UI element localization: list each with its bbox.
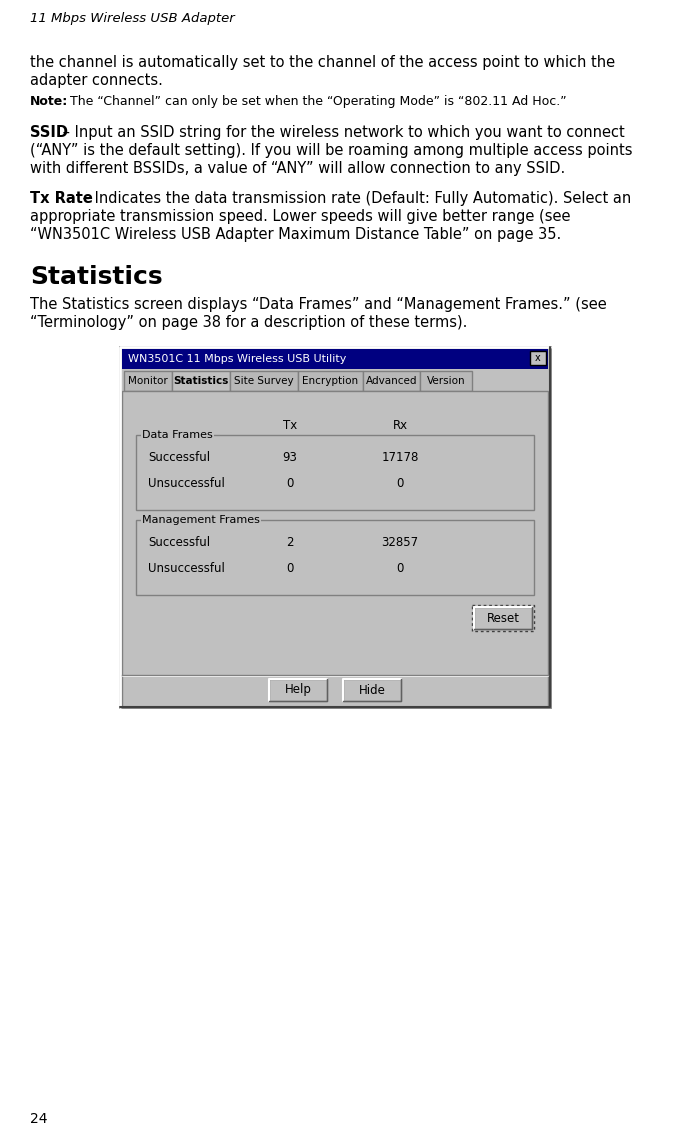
- Text: (“ANY” is the default setting). If you will be roaming among multiple access poi: (“ANY” is the default setting). If you w…: [30, 143, 632, 158]
- Bar: [120, 347, 550, 707]
- Text: – Indicates the data transmission rate (Default: Fully Automatic). Select an: – Indicates the data transmission rate (…: [78, 191, 632, 206]
- Text: adapter connects.: adapter connects.: [30, 74, 163, 88]
- Text: “Terminology” on page 38 for a description of these terms).: “Terminology” on page 38 for a descripti…: [30, 316, 467, 330]
- Text: “WN3501C Wireless USB Adapter Maximum Distance Table” on page 35.: “WN3501C Wireless USB Adapter Maximum Di…: [30, 227, 561, 242]
- Bar: [172, 371, 230, 391]
- Text: the channel is automatically set to the channel of the access point to which the: the channel is automatically set to the …: [30, 55, 615, 70]
- Text: Successful: Successful: [148, 451, 210, 464]
- Text: Unsuccessful: Unsuccessful: [148, 562, 225, 575]
- Text: 0: 0: [286, 477, 294, 490]
- Text: 11 Mbps Wireless USB Adapter: 11 Mbps Wireless USB Adapter: [30, 12, 235, 25]
- Text: SSID: SSID: [30, 126, 68, 140]
- Text: The Statistics screen displays “Data Frames” and “Management Frames.” (see: The Statistics screen displays “Data Fra…: [30, 297, 607, 312]
- Text: Encryption: Encryption: [303, 375, 358, 386]
- Text: 0: 0: [397, 477, 403, 490]
- Bar: [122, 391, 548, 707]
- Text: Site Survey: Site Survey: [234, 375, 294, 386]
- Text: 0: 0: [286, 562, 294, 575]
- Bar: [230, 371, 298, 391]
- Text: Hide: Hide: [358, 683, 386, 697]
- Text: Advanced: Advanced: [366, 375, 417, 386]
- Text: Rx: Rx: [393, 418, 408, 432]
- Text: Unsuccessful: Unsuccessful: [148, 477, 225, 490]
- Text: Help: Help: [284, 683, 312, 697]
- Text: WN3501C 11 Mbps Wireless USB Utility: WN3501C 11 Mbps Wireless USB Utility: [128, 354, 347, 364]
- Bar: [136, 520, 534, 595]
- Bar: [124, 371, 172, 391]
- Text: Statistics: Statistics: [173, 375, 229, 386]
- Text: – Input an SSID string for the wireless network to which you want to connect: – Input an SSID string for the wireless …: [58, 126, 625, 140]
- Text: Version: Version: [427, 375, 465, 386]
- Text: 24: 24: [30, 1112, 47, 1126]
- Text: Monitor: Monitor: [128, 375, 168, 386]
- Text: Statistics: Statistics: [30, 265, 162, 290]
- Bar: [343, 679, 401, 701]
- Bar: [298, 371, 363, 391]
- Text: Data Frames: Data Frames: [142, 430, 213, 440]
- Bar: [530, 351, 546, 365]
- Text: Successful: Successful: [148, 536, 210, 549]
- Text: 17178: 17178: [382, 451, 419, 464]
- Text: appropriate transmission speed. Lower speeds will give better range (see: appropriate transmission speed. Lower sp…: [30, 209, 571, 224]
- Bar: [472, 605, 534, 631]
- Text: with different BSSIDs, a value of “ANY” will allow connection to any SSID.: with different BSSIDs, a value of “ANY” …: [30, 161, 565, 176]
- Text: 93: 93: [282, 451, 297, 464]
- Text: x: x: [535, 353, 541, 363]
- Bar: [474, 607, 532, 629]
- Bar: [363, 371, 420, 391]
- Text: Tx: Tx: [283, 418, 297, 432]
- Text: Note:: Note:: [30, 95, 68, 107]
- Text: Reset: Reset: [486, 612, 519, 624]
- Bar: [122, 349, 548, 369]
- Text: Tx Rate: Tx Rate: [30, 191, 93, 206]
- Bar: [269, 679, 327, 701]
- Text: The “Channel” can only be set when the “Operating Mode” is “802.11 Ad Hoc.”: The “Channel” can only be set when the “…: [62, 95, 566, 107]
- Bar: [136, 435, 534, 510]
- Text: 32857: 32857: [382, 536, 419, 549]
- Text: 2: 2: [286, 536, 294, 549]
- Text: Management Frames: Management Frames: [142, 515, 260, 525]
- Bar: [420, 371, 472, 391]
- Text: 0: 0: [397, 562, 403, 575]
